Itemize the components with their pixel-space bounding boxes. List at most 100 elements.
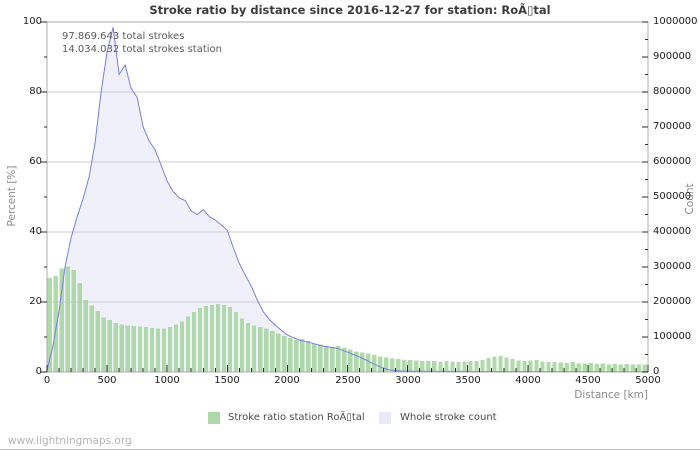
stroke-ratio-bar	[612, 363, 617, 372]
right-axis-tick-label: 200000	[653, 296, 692, 307]
stroke-ratio-bar	[516, 360, 521, 372]
x-axis-tick-label: 2000	[274, 375, 300, 386]
stroke-ratio-bar	[113, 323, 119, 372]
stroke-ratio-bar	[558, 362, 563, 372]
stroke-ratio-bar	[540, 361, 545, 372]
stroke-ratio-bar	[504, 357, 509, 372]
x-axis-title: Distance [km]	[574, 389, 648, 401]
stroke-ratio-bar	[324, 346, 329, 372]
stroke-ratio-bar	[167, 326, 173, 372]
stroke-ratio-bar	[59, 268, 64, 372]
whole-stroke-count-area	[47, 27, 648, 372]
stroke-ratio-bar	[318, 344, 323, 372]
stroke-ratio-bar	[456, 361, 461, 372]
stroke-ratio-bar	[47, 277, 52, 372]
stroke-ratio-bar	[125, 325, 131, 372]
x-axis-tick-label: 3500	[455, 375, 481, 386]
stroke-ratio-bar	[173, 324, 179, 372]
right-axis-tick-label: 600000	[653, 156, 692, 167]
legend-label-stroke-ratio: Stroke ratio station RoÃ▯tal	[228, 412, 365, 423]
stroke-ratio-bar	[372, 354, 377, 372]
left-axis-title: Percent [%]	[6, 165, 18, 227]
stroke-ratio-bar	[546, 362, 551, 372]
left-axis-tick-label: 0	[35, 366, 42, 377]
chart-title: Stroke ratio by distance since 2016-12-2…	[149, 3, 551, 17]
stroke-ratio-bar	[77, 283, 82, 372]
stroke-ratio-bar	[600, 363, 605, 372]
stroke-ratio-bar	[432, 361, 437, 372]
stroke-ratio-bar	[251, 325, 257, 372]
stroke-ratio-bar	[642, 364, 647, 372]
stroke-ratio-bar	[269, 331, 275, 372]
stroke-ratio-bar	[582, 363, 587, 372]
stroke-ratio-bar	[215, 304, 221, 372]
x-axis-tick-label: 4000	[515, 375, 541, 386]
stroke-ratio-bar	[444, 361, 449, 372]
right-axis-tick-label: 700000	[653, 121, 692, 132]
right-axis-tick-label: 1000000	[653, 16, 698, 27]
stroke-ratio-bar	[606, 364, 611, 372]
stroke-ratio-bar	[618, 364, 623, 372]
stroke-ratio-bar	[624, 363, 629, 372]
stroke-ratio-bar	[312, 343, 317, 372]
stroke-ratio-bar	[552, 361, 557, 372]
stroke-ratio-bar	[221, 305, 227, 372]
stroke-ratio-bar	[95, 311, 100, 372]
left-axis-tick-label: 60	[29, 156, 42, 167]
stroke-ratio-bar	[53, 275, 58, 372]
stroke-ratio-bar	[630, 364, 635, 372]
stroke-ratio-bar	[143, 327, 149, 372]
x-axis-tick-label: 1000	[154, 375, 180, 386]
stroke-ratio-bar	[191, 312, 197, 372]
x-axis-tick-label: 5000	[635, 375, 661, 386]
legend-swatch-whole-stroke-count	[379, 412, 391, 424]
stroke-ratio-bar	[366, 353, 371, 372]
stroke-ratio-bar	[438, 361, 443, 372]
stroke-ratio-bar	[149, 327, 155, 372]
stroke-ratio-bar	[306, 341, 311, 372]
stroke-ratio-bar	[468, 360, 473, 372]
stroke-ratio-bar	[384, 357, 389, 372]
right-axis-tick-label: 400000	[653, 226, 692, 237]
x-axis-tick-label: 500	[97, 375, 117, 386]
stroke-ratio-bar	[390, 358, 395, 372]
stroke-ratio-bar	[534, 360, 539, 372]
stroke-ratio-bar	[119, 324, 125, 372]
stroke-ratio-bar	[450, 361, 455, 372]
stroke-ratio-bar	[300, 339, 305, 372]
stroke-ratio-bar	[426, 361, 431, 372]
stroke-ratio-bar	[528, 360, 533, 372]
stroke-ratio-bar	[486, 358, 491, 372]
stroke-ratio-bar	[161, 328, 167, 372]
stroke-ratio-bar	[462, 361, 467, 372]
stroke-ratio-bar	[203, 305, 209, 372]
stroke-ratio-bar	[408, 360, 413, 372]
stroke-ratio-bar	[360, 352, 365, 372]
stroke-ratio-bar	[588, 362, 593, 372]
right-axis-tick-label: 900000	[653, 51, 692, 62]
annotation-total-strokes: 97.869.643 total strokes	[62, 31, 185, 42]
stroke-ratio-bar	[396, 359, 401, 372]
stroke-ratio-bar	[564, 362, 569, 372]
stroke-ratio-bar	[257, 327, 263, 372]
legend-swatch-stroke-ratio	[208, 412, 220, 424]
stroke-ratio-bar	[576, 363, 581, 372]
stroke-ratio-bar	[239, 318, 245, 372]
x-axis-tick-label: 1500	[214, 375, 240, 386]
stroke-ratio-bar	[288, 338, 293, 372]
stroke-ratio-bar	[185, 316, 191, 372]
left-axis-tick-label: 40	[29, 226, 42, 237]
stroke-ratio-bar	[137, 326, 143, 372]
stroke-ratio-bar	[275, 333, 281, 372]
left-axis-tick-label: 80	[29, 86, 42, 97]
x-axis-tick-label: 3000	[395, 375, 421, 386]
stroke-ratio-bar	[522, 361, 527, 372]
x-axis-tick-label: 0	[43, 375, 51, 386]
stroke-ratio-bar	[342, 347, 347, 372]
annotation-total-strokes-station: 14.034.032 total strokes station	[62, 44, 223, 55]
left-axis-tick-label: 20	[29, 296, 42, 307]
right-axis-tick-label: 300000	[653, 261, 692, 272]
x-axis-tick-label: 2500	[335, 375, 361, 386]
stroke-ratio-bar	[420, 360, 425, 372]
